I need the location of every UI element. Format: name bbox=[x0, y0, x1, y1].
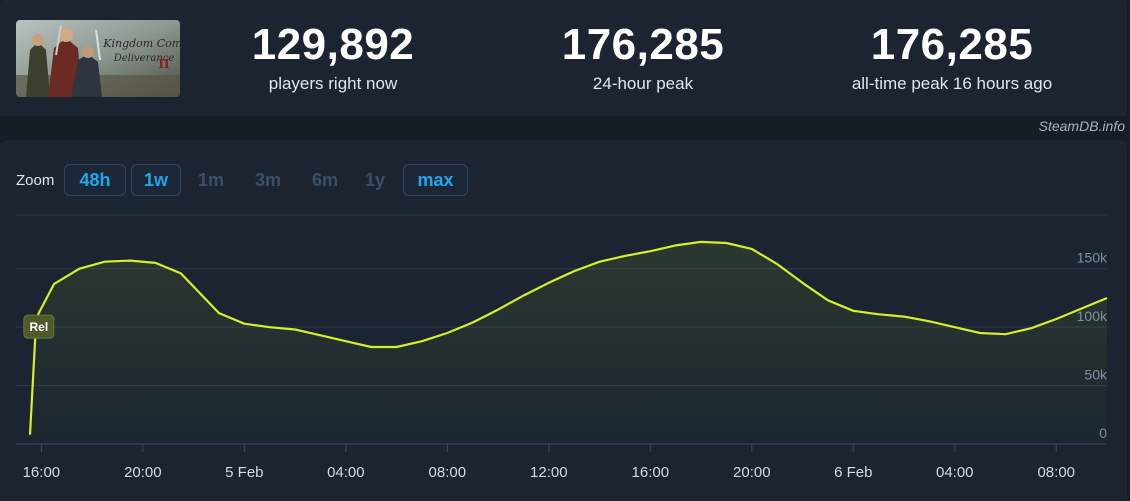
zoom-1m-button[interactable]: 1m bbox=[197, 170, 224, 190]
stats-bar bbox=[0, 0, 1127, 116]
zoom-3m-button[interactable]: 3m bbox=[254, 170, 281, 190]
svg-text:Kingdom Come: Kingdom Come bbox=[102, 37, 180, 50]
stat-current-players: 129,892 players right now bbox=[183, 22, 483, 94]
area-fill-path bbox=[30, 241, 1107, 444]
x-tick-label: 20:00 bbox=[733, 464, 771, 481]
y-axis-labels: 0 50k 100k 150k bbox=[1077, 250, 1108, 441]
series-line-path bbox=[28, 240, 1108, 435]
x-tick-label: 6 Feb bbox=[834, 464, 872, 481]
x-tick-label: 20:00 bbox=[124, 464, 162, 481]
peak-24h-label: 24-hour peak bbox=[592, 74, 694, 93]
x-tick-label: 5 Feb bbox=[225, 464, 263, 481]
release-flag bbox=[23, 314, 55, 339]
zoom-1y-button[interactable]: 1y bbox=[364, 170, 386, 190]
game-cover-image[interactable]: Kingdom Come Deliverance II bbox=[16, 20, 180, 97]
y-tick-label: 100k bbox=[1077, 308, 1108, 324]
series-line bbox=[28, 240, 1108, 435]
y-tick-label: 150k bbox=[1077, 250, 1108, 266]
svg-text:Deliverance: Deliverance bbox=[113, 53, 175, 64]
peak-24h-value: 176,285 bbox=[561, 20, 725, 69]
zoom-48h-button[interactable]: 48h bbox=[64, 164, 126, 196]
release-flag-label: Rel bbox=[29, 320, 48, 334]
area-fill bbox=[30, 241, 1107, 444]
current-players-label: players right now bbox=[268, 74, 398, 93]
current-players-value: 129,892 bbox=[251, 20, 415, 69]
player-count-chart[interactable]: 0 50k 100k 150k 16:00 20:00 5 Feb 04:00 08:00 12… bbox=[0, 140, 1130, 501]
all-time-peak-label: all-time peak 16 hours ago bbox=[851, 74, 1053, 93]
x-tick-label: 12:00 bbox=[530, 464, 568, 481]
game-cover-art: Kingdom Come Deliverance II bbox=[16, 20, 180, 97]
x-tick-label: 16:00 bbox=[23, 464, 61, 481]
zoom-max-button[interactable]: max bbox=[403, 164, 468, 196]
x-tick-label: 08:00 bbox=[429, 464, 467, 481]
stat-all-time-peak: 176,285 all-time peak 16 hours ago bbox=[802, 22, 1102, 94]
svg-text:II: II bbox=[158, 57, 170, 71]
x-tick-label: 08:00 bbox=[1037, 464, 1075, 481]
zoom-label: Zoom bbox=[16, 172, 55, 189]
y-tick-label: 0 bbox=[1099, 425, 1107, 441]
all-time-peak-value: 176,285 bbox=[870, 20, 1034, 69]
x-tick-label: 04:00 bbox=[936, 464, 974, 481]
x-axis-labels: 16:00 20:00 5 Feb 04:00 08:00 12:00 16:00 20:00… bbox=[23, 444, 1075, 481]
stat-24h-peak: 176,285 24-hour peak bbox=[493, 22, 793, 94]
chart-flags: Rel bbox=[23, 314, 55, 339]
steamdb-credit[interactable]: SteamDB.info bbox=[1038, 118, 1125, 134]
zoom-6m-button[interactable]: 6m bbox=[311, 170, 338, 190]
zoom-1w-button[interactable]: 1w bbox=[131, 164, 181, 196]
y-tick-label: 50k bbox=[1084, 367, 1108, 383]
x-tick-label: 04:00 bbox=[327, 464, 365, 481]
x-tick-label: 16:00 bbox=[632, 464, 670, 481]
